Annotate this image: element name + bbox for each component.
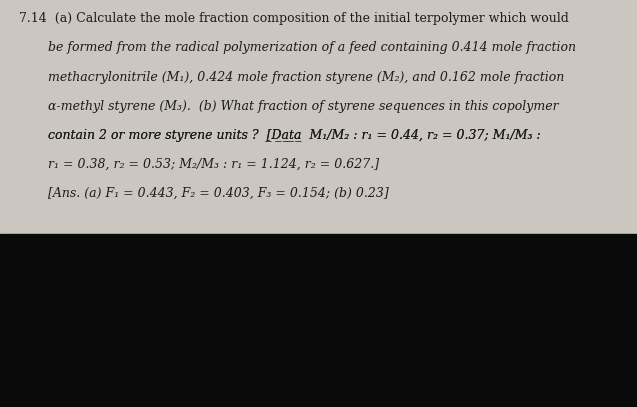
Text: 7.14  (a) Calculate the mole fraction composition of the initial terpolymer whic: 7.14 (a) Calculate the mole fraction com… (19, 12, 569, 25)
Bar (0, 234, 637, 407)
Text: be formed from the radical polymerization of a feed containing 0.414 mole fracti: be formed from the radical polymerizatio… (48, 42, 576, 55)
Text: r₁ = 0.38, r₂ = 0.53; M₂/M₃ : r₁ = 1.124, r₂ = 0.627.]: r₁ = 0.38, r₂ = 0.53; M₂/M₃ : r₁ = 1.124… (48, 158, 379, 170)
Text: α-methyl styrene (M₃).  (b) What fraction of styrene sequences in this copolymer: α-methyl styrene (M₃). (b) What fraction… (48, 100, 559, 113)
Text: contain 2 or more styrene units ?  [̲D̲a̲t̲a̲  M₁/M₂ : r₁ = 0.44, r₂ = 0.37; M₁/: contain 2 or more styrene units ? [̲D̲a̲… (48, 129, 541, 142)
Text: contain 2 or more styrene units ?  [Data  M₁/M₂ : r₁ = 0.44, r₂ = 0.37; M₁/M₃ :: contain 2 or more styrene units ? [Data … (48, 129, 541, 142)
Text: methacrylonitrile (M₁), 0.424 mole fraction styrene (M₂), and 0.162 mole fractio: methacrylonitrile (M₁), 0.424 mole fract… (48, 71, 564, 84)
Text: [Ans. (a) F₁ = 0.443, F₂ = 0.403, F₃ = 0.154; (b) 0.23]: [Ans. (a) F₁ = 0.443, F₂ = 0.403, F₃ = 0… (48, 186, 389, 199)
